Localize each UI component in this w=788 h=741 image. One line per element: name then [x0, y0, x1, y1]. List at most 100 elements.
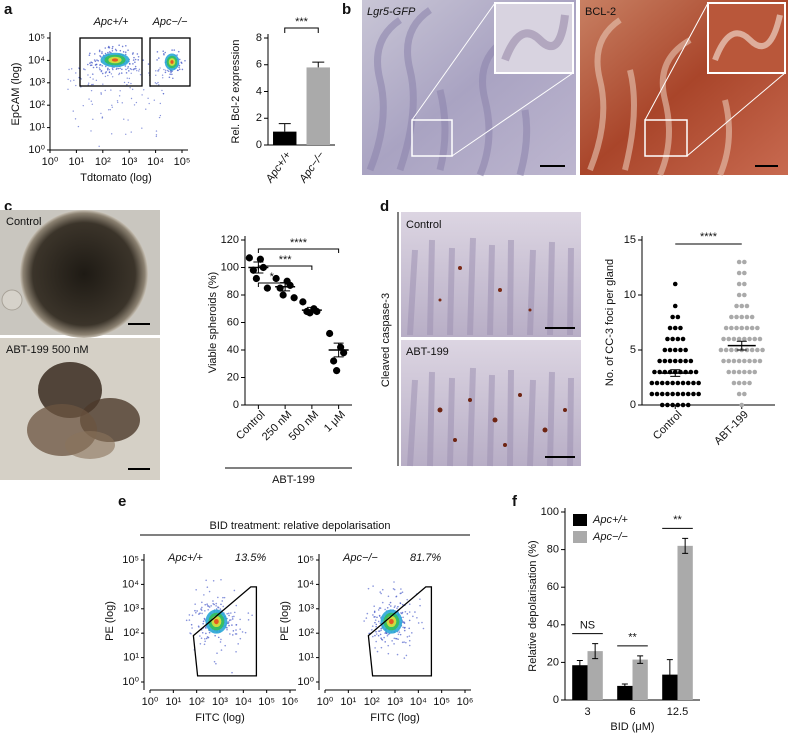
event-dot [372, 635, 374, 638]
image-label: Control [406, 219, 441, 231]
event-dot [157, 70, 160, 72]
point [678, 358, 683, 364]
event-dot [204, 638, 206, 640]
point [667, 358, 673, 364]
event-dot [163, 52, 165, 55]
event-dot [214, 634, 216, 637]
point [734, 303, 739, 309]
point [739, 303, 745, 309]
y-tick-label: 40 [547, 619, 559, 631]
event-dot [107, 74, 109, 77]
event-dot [89, 52, 91, 55]
event-dot [403, 657, 406, 659]
event-dot [97, 59, 100, 62]
event-dot [227, 622, 229, 625]
event-dot [231, 634, 234, 636]
event-dot [111, 106, 114, 109]
event-dot [92, 78, 94, 80]
event-dot [131, 53, 134, 55]
event-dot [133, 67, 136, 70]
event-dot [135, 67, 137, 70]
point [736, 281, 742, 287]
sample-label: Apc+/+ [167, 552, 203, 564]
event-dot [114, 48, 117, 51]
event-dot [387, 595, 390, 598]
event-dot [199, 635, 201, 637]
event-dot [387, 644, 390, 647]
event-dot [239, 618, 241, 621]
event-dot [380, 637, 382, 640]
point [747, 358, 752, 364]
event-dot [169, 73, 171, 76]
event-dot [111, 104, 113, 106]
event-dot [372, 585, 374, 587]
event-dot [215, 662, 217, 665]
event-dot [130, 82, 132, 85]
event-dot [410, 632, 413, 634]
event-dot [89, 62, 91, 64]
event-dot [380, 646, 383, 649]
event-dot [216, 652, 218, 655]
point [670, 391, 675, 397]
point [683, 347, 688, 353]
point [685, 391, 691, 397]
event-dot [387, 652, 390, 655]
point [747, 336, 752, 342]
event-dot [378, 630, 381, 632]
event-dot [99, 68, 101, 71]
event-dot [159, 67, 161, 69]
event-dot [105, 71, 108, 73]
event-dot [203, 594, 205, 596]
event-dot [123, 118, 125, 120]
point [649, 391, 655, 397]
point [736, 336, 742, 342]
x-tick-label: 10¹ [340, 696, 356, 708]
event-dot [163, 68, 165, 71]
y-tick-label: 10² [123, 627, 139, 639]
event-dot [159, 114, 162, 117]
event-dot [200, 609, 203, 612]
event-dot [121, 68, 123, 71]
event-dot [87, 74, 89, 76]
event-dot [235, 650, 237, 653]
event-dot [143, 89, 145, 91]
image-label: Control [6, 216, 41, 228]
event-dot [91, 103, 94, 105]
error-bar [278, 123, 291, 132]
event-dot [210, 605, 212, 607]
event-dot [130, 131, 132, 133]
event-dot [138, 70, 140, 72]
event-dot [124, 51, 127, 54]
point [678, 325, 683, 331]
event-dot [98, 67, 101, 69]
point [731, 369, 737, 375]
event-dot [135, 101, 138, 104]
event-dot [127, 67, 129, 70]
point [749, 347, 755, 353]
event-dot [145, 108, 147, 110]
event-dot [116, 100, 119, 102]
event-dot [128, 70, 130, 72]
x-tick-label: 10³ [387, 696, 403, 708]
event-dot [395, 595, 397, 598]
event-dot [168, 76, 171, 79]
event-dot [220, 578, 222, 581]
event-dot [83, 68, 85, 70]
event-dot [227, 612, 230, 615]
event-dot [393, 588, 396, 591]
point [691, 391, 696, 397]
significance-label: **** [700, 231, 718, 243]
error-bar [306, 306, 317, 314]
point [662, 358, 668, 364]
event-dot [127, 49, 129, 51]
event-dot [171, 49, 173, 51]
point [249, 266, 257, 274]
event-dot [205, 579, 207, 582]
error-bar [682, 537, 689, 554]
event-dot [380, 638, 383, 641]
event-dot [115, 68, 118, 71]
event-dot [119, 90, 121, 92]
point [749, 314, 755, 320]
event-dot [134, 58, 137, 61]
event-dot [204, 618, 206, 621]
